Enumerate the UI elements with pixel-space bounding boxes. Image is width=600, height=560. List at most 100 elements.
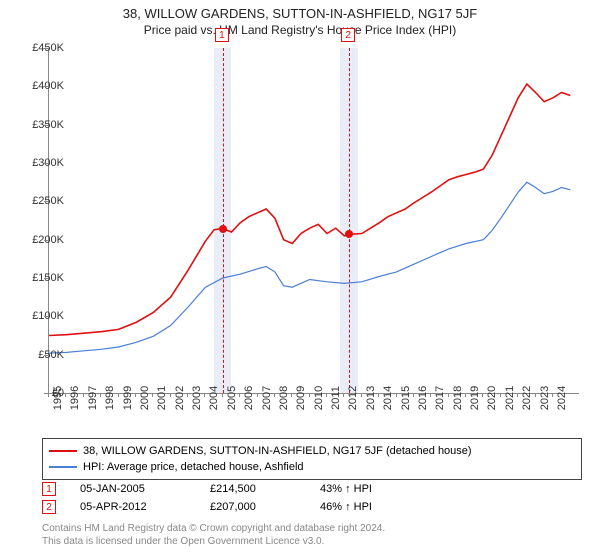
x-tick-label: 2010 bbox=[313, 386, 325, 410]
legend: 38, WILLOW GARDENS, SUTTON-IN-ASHFIELD, … bbox=[42, 438, 582, 480]
x-tick-label: 2018 bbox=[452, 386, 464, 410]
y-tick-label: £200K bbox=[14, 234, 64, 246]
marker-dash-line bbox=[349, 48, 350, 393]
x-tick-label: 1998 bbox=[104, 386, 116, 410]
x-tick-label: 2004 bbox=[208, 386, 220, 410]
legend-item: 38, WILLOW GARDENS, SUTTON-IN-ASHFIELD, … bbox=[49, 443, 575, 459]
y-tick-label: £50K bbox=[14, 349, 64, 361]
title-block: 38, WILLOW GARDENS, SUTTON-IN-ASHFIELD, … bbox=[0, 0, 600, 37]
sale-delta: 46% ↑ HPI bbox=[320, 501, 440, 513]
x-tick-label: 2011 bbox=[330, 386, 342, 410]
x-tick-label: 2005 bbox=[226, 386, 238, 410]
x-tick-label: 1997 bbox=[87, 386, 99, 410]
x-tick-label: 2021 bbox=[504, 386, 516, 410]
legend-label: HPI: Average price, detached house, Ashf… bbox=[83, 459, 304, 475]
y-tick-label: £300K bbox=[14, 157, 64, 169]
x-tick-mark bbox=[361, 393, 362, 397]
x-tick-mark bbox=[396, 393, 397, 397]
x-tick-label: 1995 bbox=[52, 386, 64, 410]
y-tick-mark bbox=[44, 316, 48, 317]
x-tick-mark bbox=[152, 393, 153, 397]
chart-container: 38, WILLOW GARDENS, SUTTON-IN-ASHFIELD, … bbox=[0, 0, 600, 560]
x-tick-mark bbox=[65, 393, 66, 397]
x-tick-label: 2024 bbox=[556, 386, 568, 410]
footer-line-2: This data is licensed under the Open Gov… bbox=[42, 535, 385, 548]
x-tick-label: 2013 bbox=[365, 386, 377, 410]
x-tick-label: 2019 bbox=[469, 386, 481, 410]
x-tick-label: 2017 bbox=[434, 386, 446, 410]
sale-price: £207,000 bbox=[210, 501, 320, 513]
x-tick-label: 2008 bbox=[278, 386, 290, 410]
y-tick-label: £450K bbox=[14, 42, 64, 54]
x-tick-mark bbox=[500, 393, 501, 397]
x-tick-mark bbox=[83, 393, 84, 397]
x-tick-mark bbox=[430, 393, 431, 397]
y-tick-mark bbox=[44, 86, 48, 87]
legend-item: HPI: Average price, detached house, Ashf… bbox=[49, 459, 575, 475]
series-line bbox=[49, 182, 570, 353]
sale-number-box: 1 bbox=[42, 482, 56, 496]
y-tick-mark bbox=[44, 163, 48, 164]
x-tick-label: 2007 bbox=[261, 386, 273, 410]
x-tick-label: 2022 bbox=[521, 386, 533, 410]
x-tick-mark bbox=[257, 393, 258, 397]
sale-date: 05-APR-2012 bbox=[80, 501, 210, 513]
footer: Contains HM Land Registry data © Crown c… bbox=[42, 522, 385, 548]
plot-area bbox=[48, 48, 579, 394]
sale-date: 05-JAN-2005 bbox=[80, 483, 210, 495]
marker-number-box: 1 bbox=[215, 28, 229, 42]
x-tick-mark bbox=[100, 393, 101, 397]
marker-dot bbox=[345, 230, 353, 238]
sale-row: 205-APR-2012£207,00046% ↑ HPI bbox=[42, 498, 582, 516]
x-tick-mark bbox=[535, 393, 536, 397]
x-tick-mark bbox=[135, 393, 136, 397]
y-tick-label: £350K bbox=[14, 119, 64, 131]
x-tick-mark bbox=[552, 393, 553, 397]
x-tick-label: 2001 bbox=[156, 386, 168, 410]
series-line bbox=[49, 84, 570, 336]
chart-subtitle: Price paid vs. HM Land Registry's House … bbox=[0, 23, 600, 37]
x-tick-mark bbox=[378, 393, 379, 397]
legend-swatch bbox=[49, 450, 77, 452]
x-tick-mark bbox=[326, 393, 327, 397]
y-tick-mark bbox=[44, 240, 48, 241]
marker-dash-line bbox=[223, 48, 224, 393]
sale-row: 105-JAN-2005£214,50043% ↑ HPI bbox=[42, 480, 582, 498]
x-tick-label: 2020 bbox=[486, 386, 498, 410]
x-tick-label: 1999 bbox=[122, 386, 134, 410]
x-tick-mark bbox=[517, 393, 518, 397]
chart-title: 38, WILLOW GARDENS, SUTTON-IN-ASHFIELD, … bbox=[0, 6, 600, 21]
y-tick-label: £400K bbox=[14, 80, 64, 92]
x-tick-mark bbox=[291, 393, 292, 397]
y-tick-mark bbox=[44, 125, 48, 126]
x-tick-mark bbox=[482, 393, 483, 397]
sales-table: 105-JAN-2005£214,50043% ↑ HPI205-APR-201… bbox=[42, 480, 582, 516]
x-tick-mark bbox=[222, 393, 223, 397]
x-tick-mark bbox=[309, 393, 310, 397]
x-tick-label: 2023 bbox=[539, 386, 551, 410]
x-tick-mark bbox=[170, 393, 171, 397]
x-tick-mark bbox=[204, 393, 205, 397]
x-tick-label: 2003 bbox=[191, 386, 203, 410]
legend-swatch bbox=[49, 466, 77, 467]
x-tick-mark bbox=[274, 393, 275, 397]
x-tick-mark bbox=[118, 393, 119, 397]
plot-svg bbox=[49, 48, 579, 393]
y-tick-mark bbox=[44, 355, 48, 356]
x-tick-mark bbox=[48, 393, 49, 397]
x-tick-label: 2006 bbox=[243, 386, 255, 410]
x-tick-mark bbox=[187, 393, 188, 397]
x-tick-label: 2000 bbox=[139, 386, 151, 410]
y-tick-label: £150K bbox=[14, 272, 64, 284]
x-tick-label: 1996 bbox=[69, 386, 81, 410]
marker-number-box: 2 bbox=[341, 28, 355, 42]
legend-label: 38, WILLOW GARDENS, SUTTON-IN-ASHFIELD, … bbox=[83, 443, 472, 459]
sale-delta: 43% ↑ HPI bbox=[320, 483, 440, 495]
x-tick-mark bbox=[465, 393, 466, 397]
x-tick-mark bbox=[343, 393, 344, 397]
x-tick-label: 2002 bbox=[174, 386, 186, 410]
marker-dot bbox=[219, 225, 227, 233]
x-tick-label: 2012 bbox=[347, 386, 359, 410]
x-tick-label: 2015 bbox=[400, 386, 412, 410]
x-tick-mark bbox=[239, 393, 240, 397]
